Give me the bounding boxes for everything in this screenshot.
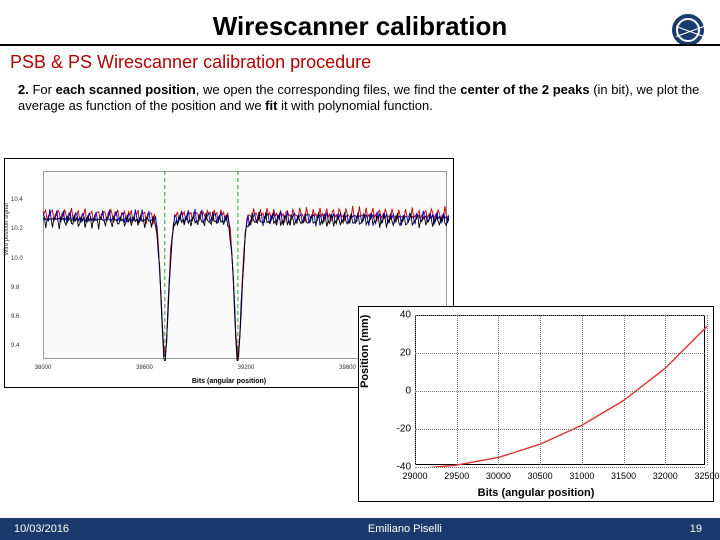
chart2-xtick: 31000 xyxy=(569,471,594,481)
title-bar: Wirescanner calibration xyxy=(0,8,720,44)
chart1-ytick: 10.2 xyxy=(11,226,23,232)
chart2-xlabel: Bits (angular position) xyxy=(478,487,595,499)
chart1-xlabel: Bits (angular position) xyxy=(192,378,266,385)
chart2-xtick: 29500 xyxy=(444,471,469,481)
chart2-xtick: 32000 xyxy=(653,471,678,481)
chart2-ytick: 40 xyxy=(400,310,411,321)
chart2-ytick: -20 xyxy=(397,424,411,435)
chart1-ytick: 9.8 xyxy=(11,285,19,291)
chart2-grid-h xyxy=(415,353,705,354)
chart1-xtick: 38000 xyxy=(35,365,52,371)
footer-page: 19 xyxy=(690,523,720,535)
chart2-ytick: 20 xyxy=(400,348,411,359)
chart1-ytick: 10.0 xyxy=(11,256,23,262)
body-content: For each scanned position, we open the c… xyxy=(18,82,699,113)
chart1-xtick: 39800 xyxy=(339,365,356,371)
chart2-xtick: 31500 xyxy=(611,471,636,481)
footer-date: 10/03/2016 xyxy=(0,523,120,535)
chart2-grid-h xyxy=(415,467,705,468)
chart-fit: Position (mm) Bits (angular position) 40… xyxy=(358,306,714,502)
chart2-xtick: 30000 xyxy=(486,471,511,481)
cern-logo xyxy=(670,12,710,52)
body-text: 2. For each scanned position, we open th… xyxy=(18,82,702,115)
chart2-grid-v xyxy=(665,315,666,465)
chart2-grid-h xyxy=(415,391,705,392)
page-title: Wirescanner calibration xyxy=(12,11,708,42)
chart2-grid-v xyxy=(457,315,458,465)
chart1-ylabel: Wire position signal xyxy=(4,203,10,255)
subtitle: PSB & PS Wirescanner calibration procedu… xyxy=(10,52,371,73)
chart2-grid-v xyxy=(415,315,416,465)
chart2-grid-h xyxy=(415,429,705,430)
chart2-xtick: 32500 xyxy=(694,471,719,481)
chart2-grid-v xyxy=(498,315,499,465)
slide: Wirescanner calibration PSB & PS Wiresca… xyxy=(0,0,720,540)
chart2-grid-v xyxy=(540,315,541,465)
chart2-grid-h xyxy=(415,315,705,316)
footer-author: Emiliano Piselli xyxy=(120,523,690,535)
chart1-xtick: 38600 xyxy=(136,365,153,371)
title-divider xyxy=(0,44,720,46)
chart2-xtick: 30500 xyxy=(528,471,553,481)
chart2-grid-v xyxy=(707,315,708,465)
list-number: 2. xyxy=(18,82,29,97)
chart1-ytick: 9.4 xyxy=(11,343,19,349)
chart1-ytick: 9.6 xyxy=(11,314,19,320)
footer: 10/03/2016 Emiliano Piselli 19 xyxy=(0,518,720,540)
chart2-ylabel: Position (mm) xyxy=(359,315,371,388)
chart1-ytick: 10.4 xyxy=(11,197,23,203)
chart2-grid-v xyxy=(582,315,583,465)
chart2-ytick: 0 xyxy=(405,386,411,397)
chart2-grid-v xyxy=(624,315,625,465)
chart2-xtick: 29000 xyxy=(402,471,427,481)
chart1-xtick: 39200 xyxy=(238,365,255,371)
